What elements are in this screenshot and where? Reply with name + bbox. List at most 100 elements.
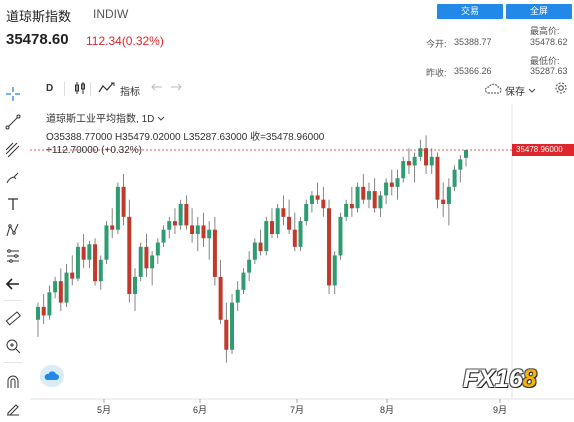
toolbar-divider (90, 82, 91, 96)
candle-style-icon[interactable] (73, 81, 87, 98)
zoom-in-icon[interactable] (3, 336, 23, 356)
candle-body (344, 203, 349, 217)
candle-body (275, 208, 280, 234)
candle-body (150, 255, 155, 269)
low-value: 35287.63 (530, 66, 568, 76)
trade-button[interactable]: 交易 (437, 4, 503, 19)
candle-body (218, 276, 223, 320)
last-price: 35478.60 (6, 31, 69, 48)
back-arrow-icon[interactable] (3, 274, 23, 294)
time-tick-label: 8月 (380, 405, 394, 415)
tool-divider (4, 300, 22, 301)
candle-body (458, 159, 463, 170)
candle-body (332, 255, 337, 286)
candle-body (184, 203, 189, 226)
candle-body (406, 161, 411, 166)
candle-body (104, 225, 109, 260)
time-tick-label: 7月 (290, 405, 304, 415)
candle-body (292, 229, 297, 247)
open-value: 35388.77 (454, 37, 492, 47)
candle-body (41, 306, 46, 316)
candle-body (207, 229, 212, 239)
brush-icon[interactable] (3, 168, 23, 188)
candle-body (338, 216, 343, 256)
candle-body (201, 225, 206, 239)
candle-body (287, 216, 292, 230)
chevron-down-icon[interactable] (528, 86, 536, 97)
settings-gear-icon[interactable] (554, 81, 568, 98)
candle-body (247, 259, 252, 273)
candle-body (81, 246, 86, 260)
candle-body (167, 221, 172, 230)
redo-icon[interactable] (170, 81, 182, 96)
undo-icon[interactable] (151, 81, 163, 96)
candle-body (389, 182, 394, 187)
pattern-tool-icon[interactable] (3, 220, 23, 240)
prev-close-value: 35366.26 (454, 66, 492, 76)
candle-body (401, 161, 406, 179)
candle-body (429, 156, 434, 166)
candle-body (349, 203, 354, 209)
candle-body (372, 191, 377, 209)
legend-ohlc: O35388.77000 H35479.02000 L35287.63000 收… (46, 132, 325, 143)
candle-body (190, 225, 195, 234)
open-label: 今开: (426, 39, 447, 49)
candle-body (327, 208, 332, 286)
indicators-button[interactable]: 指标 (120, 87, 140, 98)
prediction-tool-icon[interactable] (3, 246, 23, 266)
cloud-icon[interactable] (484, 82, 502, 97)
candle-body (98, 259, 103, 282)
candle-body (258, 242, 263, 252)
candle-body (309, 195, 314, 204)
price-chart[interactable]: 5月 6月 7月 8月 9月 (30, 104, 574, 422)
candle-body (178, 203, 183, 226)
candle-body (269, 221, 274, 234)
candle-body (230, 302, 235, 350)
candlestick-chart[interactable]: 5月 6月 7月 8月 9月 (30, 104, 574, 422)
fib-channel-icon[interactable] (3, 140, 23, 160)
time-tick-label: 5月 (97, 405, 111, 415)
candle-body (172, 221, 177, 226)
candle-body (212, 229, 217, 277)
candle-body (155, 242, 160, 256)
candle-body (315, 195, 320, 200)
trend-line-icon[interactable] (3, 112, 23, 132)
lock-edit-icon[interactable] (3, 398, 23, 418)
magnet-icon[interactable] (3, 372, 23, 392)
candle-body (115, 186, 120, 230)
candle-body (161, 229, 166, 243)
candle-body (224, 319, 229, 350)
legend-chevron-icon[interactable] (157, 116, 165, 122)
candle-body (47, 292, 52, 316)
candle-body (93, 244, 98, 282)
candle-body (264, 221, 269, 252)
candle-body (452, 169, 457, 187)
legend-change: +112.70000 (+0.32%) (46, 145, 143, 156)
high-label: 最高价: (530, 26, 560, 36)
index-title: 道琼斯指数 (6, 9, 72, 24)
text-tool-icon[interactable] (3, 194, 23, 214)
interval-button[interactable]: D (46, 83, 54, 94)
low-label: 最低价: (530, 56, 560, 66)
indicators-icon[interactable] (98, 81, 116, 98)
prev-close-label: 昨收: (426, 68, 447, 78)
candle-body (53, 281, 58, 293)
candle-body (424, 148, 429, 166)
candle-body (144, 246, 149, 269)
ruler-icon[interactable] (3, 308, 23, 328)
fullscreen-button[interactable]: 全屏 (506, 4, 572, 19)
candle-body (58, 281, 63, 303)
cloud-sync-icon[interactable] (40, 365, 64, 387)
candle-body (252, 242, 257, 260)
brand-watermark: FX168 (463, 365, 537, 393)
legend-title: 道琼斯工业平均指数, 1D (46, 110, 165, 125)
last-price-tag: 35478.96000 (512, 144, 574, 157)
high-value: 35478.62 (530, 37, 568, 47)
candle-body (127, 216, 132, 295)
save-button[interactable]: 保存 (505, 87, 525, 98)
candle-body (241, 272, 246, 290)
crosshair-icon[interactable] (3, 84, 23, 104)
index-code: INDIW (93, 7, 129, 21)
candle-body (378, 195, 383, 209)
